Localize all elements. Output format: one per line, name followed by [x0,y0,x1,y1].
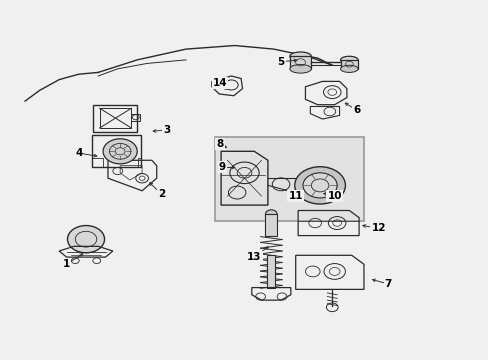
Text: 4: 4 [75,148,82,158]
Bar [93,105,137,132]
Text: 8: 8 [216,139,224,149]
Circle shape [294,167,345,204]
Circle shape [303,173,336,198]
Circle shape [103,139,137,164]
Text: 11: 11 [288,191,303,201]
Text: 1: 1 [63,259,70,269]
Text: 14: 14 [212,78,227,88]
Text: 10: 10 [327,191,341,201]
Text: 5: 5 [277,57,284,67]
Bar [289,56,311,69]
Bar [267,255,275,288]
Text: 3: 3 [163,125,170,135]
Bar [131,114,140,121]
Text: 13: 13 [246,252,261,262]
Ellipse shape [340,65,357,72]
Bar [265,214,277,235]
Circle shape [67,226,104,253]
Text: 9: 9 [219,162,225,172]
Bar [215,137,363,221]
Ellipse shape [340,56,357,63]
Ellipse shape [289,52,311,60]
Bar [138,158,141,167]
Bar [92,135,141,167]
Text: 6: 6 [352,105,360,115]
Text: 7: 7 [384,279,391,289]
Ellipse shape [289,64,311,73]
Bar [92,158,102,167]
Circle shape [265,210,277,219]
Bar [100,108,131,128]
Bar [340,60,357,69]
Text: 12: 12 [370,224,385,233]
Text: 2: 2 [158,189,165,199]
